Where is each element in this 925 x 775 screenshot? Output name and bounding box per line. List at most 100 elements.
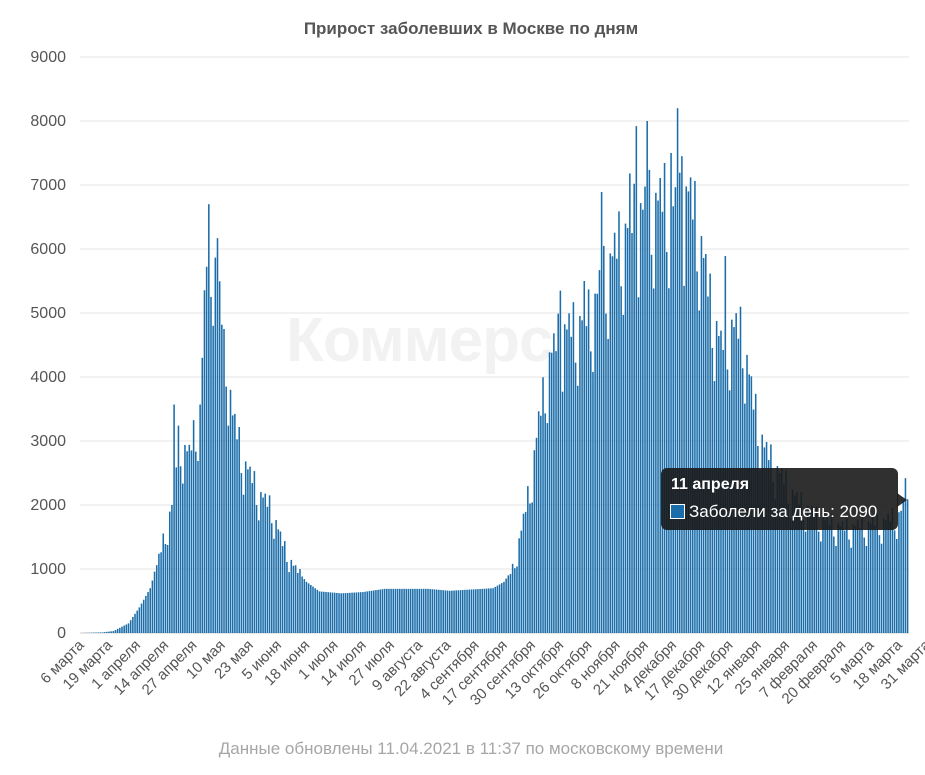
- bar[interactable]: [759, 470, 761, 633]
- bar[interactable]: [405, 588, 408, 633]
- bar[interactable]: [767, 460, 770, 633]
- bar[interactable]: [700, 236, 703, 633]
- bar[interactable]: [281, 546, 284, 633]
- bar[interactable]: [121, 626, 123, 633]
- bar[interactable]: [257, 520, 260, 633]
- bar[interactable]: [633, 183, 635, 633]
- bar[interactable]: [184, 444, 186, 633]
- bar[interactable]: [314, 588, 316, 633]
- bar[interactable]: [214, 257, 217, 633]
- bar[interactable]: [283, 541, 286, 633]
- bar[interactable]: [355, 592, 358, 633]
- bar[interactable]: [240, 473, 243, 633]
- bar[interactable]: [468, 589, 471, 633]
- bar[interactable]: [846, 518, 848, 633]
- bar[interactable]: [479, 588, 481, 633]
- bar[interactable]: [160, 552, 162, 633]
- bar[interactable]: [275, 520, 277, 633]
- bar[interactable]: [705, 253, 707, 634]
- bar[interactable]: [865, 545, 868, 633]
- bar[interactable]: [116, 628, 119, 633]
- bar[interactable]: [158, 553, 160, 633]
- bar[interactable]: [372, 590, 375, 633]
- bar[interactable]: [494, 586, 497, 633]
- bar[interactable]: [229, 389, 232, 633]
- bar[interactable]: [299, 569, 301, 633]
- bar[interactable]: [461, 589, 464, 633]
- bar[interactable]: [807, 505, 809, 633]
- bar[interactable]: [553, 333, 555, 633]
- bar[interactable]: [607, 338, 609, 633]
- bar[interactable]: [522, 513, 525, 633]
- bar[interactable]: [221, 324, 223, 633]
- bar[interactable]: [501, 583, 503, 633]
- bar[interactable]: [559, 290, 562, 633]
- bar[interactable]: [305, 581, 308, 633]
- bar[interactable]: [791, 489, 794, 633]
- bar[interactable]: [542, 377, 544, 633]
- bar[interactable]: [804, 531, 807, 633]
- bar[interactable]: [379, 589, 382, 633]
- bar[interactable]: [572, 302, 575, 633]
- bar[interactable]: [655, 192, 657, 633]
- bar[interactable]: [596, 293, 599, 633]
- bar[interactable]: [629, 173, 631, 634]
- bar[interactable]: [336, 592, 338, 633]
- bar[interactable]: [251, 483, 253, 633]
- bar[interactable]: [231, 415, 234, 633]
- bar[interactable]: [175, 467, 178, 633]
- bar[interactable]: [129, 620, 132, 633]
- bar[interactable]: [310, 585, 312, 633]
- bar[interactable]: [186, 451, 188, 633]
- bar[interactable]: [192, 420, 195, 633]
- bar[interactable]: [103, 632, 106, 633]
- bar[interactable]: [757, 445, 759, 633]
- bar[interactable]: [668, 288, 670, 633]
- bar[interactable]: [266, 506, 269, 633]
- bar[interactable]: [273, 538, 275, 633]
- bar[interactable]: [770, 444, 772, 633]
- bar[interactable]: [301, 576, 303, 633]
- bar[interactable]: [598, 270, 601, 633]
- bar[interactable]: [123, 625, 125, 633]
- bar[interactable]: [544, 413, 546, 633]
- bar[interactable]: [125, 624, 128, 633]
- bar[interactable]: [898, 512, 900, 633]
- bar[interactable]: [646, 121, 648, 633]
- bar[interactable]: [589, 351, 592, 633]
- bar[interactable]: [817, 531, 820, 633]
- bar[interactable]: [689, 177, 692, 633]
- bar[interactable]: [451, 590, 453, 633]
- bar[interactable]: [548, 352, 551, 633]
- bar[interactable]: [511, 563, 514, 633]
- bar[interactable]: [605, 313, 607, 633]
- bar[interactable]: [583, 281, 586, 633]
- bar[interactable]: [885, 520, 887, 633]
- bar[interactable]: [440, 589, 442, 633]
- bar[interactable]: [652, 288, 655, 633]
- bar[interactable]: [262, 497, 264, 633]
- bar[interactable]: [270, 523, 273, 633]
- bar[interactable]: [323, 591, 325, 633]
- bar[interactable]: [472, 589, 475, 633]
- bar[interactable]: [446, 590, 449, 633]
- bar[interactable]: [412, 588, 414, 633]
- bar[interactable]: [119, 627, 121, 633]
- bar[interactable]: [661, 211, 664, 633]
- bar[interactable]: [776, 466, 779, 633]
- bar[interactable]: [694, 180, 696, 633]
- bar[interactable]: [609, 253, 612, 634]
- bar[interactable]: [197, 460, 199, 633]
- bar[interactable]: [555, 351, 557, 633]
- bar[interactable]: [177, 425, 180, 633]
- bar[interactable]: [657, 200, 659, 634]
- bar[interactable]: [342, 593, 345, 633]
- bar[interactable]: [906, 499, 909, 633]
- bar[interactable]: [247, 469, 249, 633]
- bar[interactable]: [709, 273, 711, 633]
- bar[interactable]: [691, 219, 694, 633]
- bar[interactable]: [190, 450, 193, 633]
- bar[interactable]: [642, 209, 644, 633]
- bar[interactable]: [585, 326, 588, 633]
- bar[interactable]: [765, 441, 768, 633]
